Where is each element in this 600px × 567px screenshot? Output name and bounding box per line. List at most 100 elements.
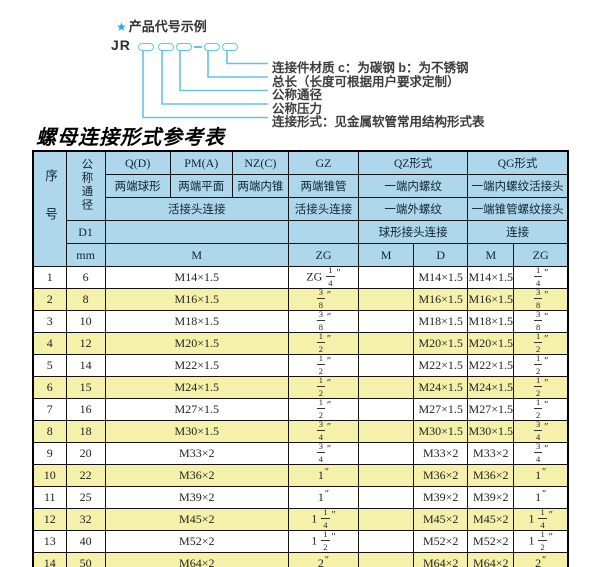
code-prefix: JR [111,37,131,53]
cell-qg-zg: 3 8 ″ [513,310,569,333]
cell-qg-zg: 2″ [513,552,569,567]
cell-qg-zg: 1″ [513,486,569,509]
cell-qz-d: M39×2 [413,486,469,509]
cell-gz: 1″ [287,464,360,487]
table-row: 1 6 M14×1.5 ZG 1 4 ″ M14×1.5 M14×1.5 1 4 ″ [32,266,569,289]
cell-qg-m: M30×1.5 [467,420,515,443]
header-endtype-pma: 两端平面 [169,174,233,198]
cell-qz-d: M16×1.5 [413,288,469,311]
header-conn2-qz: 球形接头连接 [358,220,469,244]
table-row: 2 8 M16×1.5 3 8 ″ M16×1.5 M16×1.5 3 8 ″ [32,288,569,311]
cell-qg-m: M39×2 [467,486,515,509]
table-row: 8 18 M30×1.5 3 4 ″ M30×1.5 M30×1.5 3 4 ″ [32,420,569,443]
table-row: 3 10 M18×1.5 3 8 ″ M18×1.5 M18×1.5 3 8 ″ [32,310,569,333]
header-group-nzc: NZ(C) [231,150,289,175]
cell-qg-zg: 1″ [513,464,569,487]
header-unit-qg-m: M [467,243,515,267]
cell-qz-d: M36×2 [413,464,469,487]
empty-cell [104,220,289,244]
cell-mm: 8 [65,288,106,311]
cell-mm: 16 [65,398,106,421]
cell-no: 6 [32,376,67,399]
cell-no: 9 [32,442,67,465]
cell-mm: 50 [65,552,106,567]
cell-qg-zg: 1 1 4 ″ [513,508,569,531]
cell-mm: 10 [65,310,106,333]
header-group-gz: GZ [287,150,360,175]
cell-mm: 40 [65,530,106,553]
cell-mm: 14 [65,354,106,377]
cell-qg-zg: 1 2 ″ [513,376,569,399]
code-box-1 [138,43,154,51]
cell-m: M18×1.5 [104,310,289,333]
cell-qg-zg: 3 4 ″ [513,420,569,443]
cell-gz: 1 1 2 ″ [287,530,360,553]
cell-qz-m [358,420,415,443]
cell-mm: 32 [65,508,106,531]
cell-m: M33×2 [104,442,289,465]
cell-mm: 20 [65,442,106,465]
header-serial-text: 序号 [43,169,58,246]
cell-qg-m: M27×1.5 [467,398,515,421]
cell-qg-zg: 1 4 ″ [513,266,569,289]
cell-no: 14 [32,552,67,567]
cell-qz-m [358,266,415,289]
header-serial: 序号 [32,150,67,267]
cell-no: 8 [32,420,67,443]
cell-qz-d: M27×1.5 [413,398,469,421]
cell-m: M20×1.5 [104,332,289,355]
header-conn-qz: 一端外螺纹 [358,197,469,221]
table-row: 11 25 M39×2 1″ M39×2 M39×2 1″ [32,486,569,509]
cell-no: 3 [32,310,67,333]
reference-table: 序号 公称通径 Q(D) PM(A) NZ(C) GZ QZ形式 QG形式 两端… [32,150,569,567]
table-row: 4 12 M20×1.5 1 2 ″ M20×1.5 M20×1.5 1 2 ″ [32,332,569,355]
cell-qz-d: M14×1.5 [413,266,469,289]
cell-mm: 22 [65,464,106,487]
cell-qz-m [358,508,415,531]
cell-m: M36×2 [104,464,289,487]
cell-no: 10 [32,464,67,487]
cell-qg-m: M64×2 [467,552,515,567]
cell-gz: ZG 1 4 ″ [287,266,360,289]
table-row: 6 15 M24×1.5 1 2 ″ M24×1.5 M24×1.5 1 2 ″ [32,376,569,399]
cell-qg-m: M20×1.5 [467,332,515,355]
cell-qz-m [358,464,415,487]
cell-qz-m [358,398,415,421]
cell-qg-zg: 1 2 ″ [513,354,569,377]
header-endtype-qd: 两端球形 [104,174,171,198]
header-unit-qz-m: M [358,243,415,267]
header-group-qg: QG形式 [467,150,569,175]
code-label-diameter: 公称通径 [272,88,323,102]
cell-qz-m [358,442,415,465]
header-conn-union-gz: 活接头连接 [287,197,360,221]
cell-gz: 1 2 ″ [287,376,360,399]
cell-gz: 1″ [287,486,360,509]
cell-no: 2 [32,288,67,311]
cell-m: M52×2 [104,530,289,553]
code-dash [194,46,202,48]
cell-qg-zg: 1 1 2 ″ [513,530,569,553]
cell-qz-d: M24×1.5 [413,376,469,399]
code-box-3 [176,43,192,51]
header-conn-union: 活接头连接 [104,197,289,221]
cell-no: 13 [32,530,67,553]
cell-qg-zg: 1 2 ″ [513,398,569,421]
cell-m: M30×1.5 [104,420,289,443]
cell-mm: 15 [65,376,106,399]
cell-m: M16×1.5 [104,288,289,311]
code-label-length: 总长（长度可根据用户要求定制） [272,74,460,89]
cell-qg-m: M22×1.5 [467,354,515,377]
cell-gz: 3 8 ″ [287,310,360,333]
table-row: 10 22 M36×2 1″ M36×2 M36×2 1″ [32,464,569,487]
table-row: 12 32 M45×2 1 1 4 ″ M45×2 M45×2 1 1 4 ″ [32,508,569,531]
header-endtype-gz: 两端锥管 [287,174,360,198]
cell-m: M22×1.5 [104,354,289,377]
header-endtype-qg: 一端内螺纹活接头 [467,174,569,198]
cell-m: M27×1.5 [104,398,289,421]
code-label-connection: 连接形式：见金属软管常用结构形式表 [272,115,485,129]
cell-qz-d: M52×2 [413,530,469,553]
header-endtype-nzc: 两端内锥 [231,174,289,198]
table-row: 14 50 M64×2 2″ M64×2 M64×2 2″ [32,552,569,567]
cell-qg-m: M33×2 [467,442,515,465]
